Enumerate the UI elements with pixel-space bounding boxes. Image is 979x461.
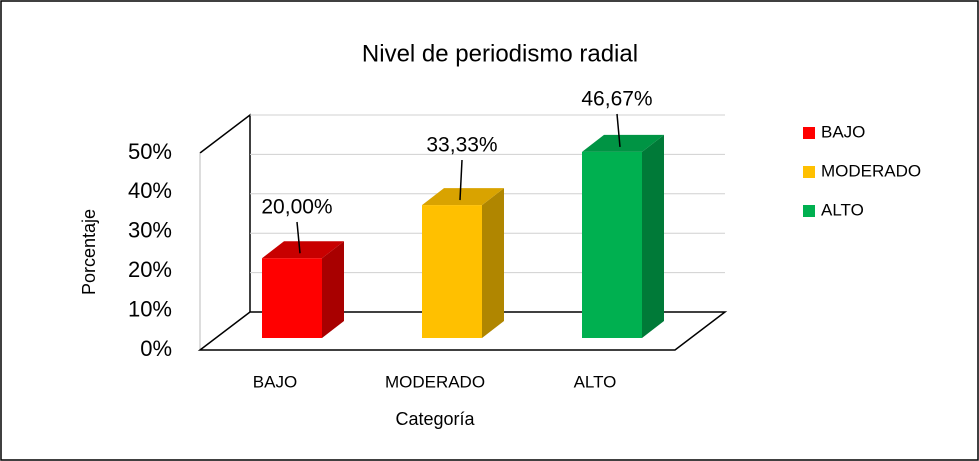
y-axis-title: Porcentaje [79,209,99,295]
x-tick-label: BAJO [253,372,297,391]
y-tick-label: 10% [128,296,172,321]
y-tick-label: 40% [128,178,172,203]
bar [422,205,482,338]
bar-side [322,241,344,338]
leader-line [459,159,463,201]
leader-line [616,113,621,147]
legend-swatch [803,205,815,217]
bar-top [422,188,504,206]
data-label: 20,00% [261,196,332,219]
data-label: 46,67% [581,88,652,111]
y-tick-label: 50% [128,139,172,164]
floor [197,311,728,351]
leader-line [296,221,301,254]
data-label: 33,33% [426,134,497,157]
x-tick-label: MODERADO [385,372,485,391]
y-tick-label: 30% [128,218,172,243]
y-tick-label: 0% [140,336,172,361]
chart-title: Nivel de periodismo radial [362,40,638,67]
y-tick-label: 20% [128,257,172,282]
x-axis-title: Categoría [395,409,475,429]
bar-side [642,134,664,338]
legend-label: ALTO [821,200,864,219]
legend-label: MODERADO [821,161,921,180]
legend-label: BAJO [821,122,865,141]
legend-swatch [803,127,815,139]
bar-side [482,188,504,338]
bar [582,151,642,338]
x-tick-label: ALTO [574,372,617,391]
bar [262,258,322,338]
legend-swatch [803,166,815,178]
bar-top [582,134,664,152]
bar-top [262,241,344,259]
